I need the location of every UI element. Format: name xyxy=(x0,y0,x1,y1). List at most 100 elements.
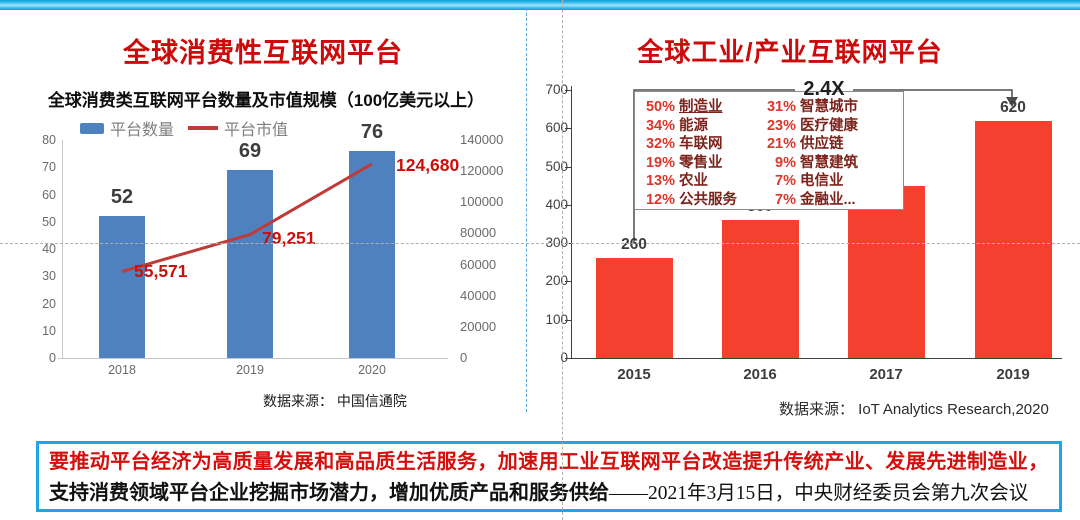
left-chart-y-axis xyxy=(62,140,63,358)
axis-tick xyxy=(565,204,571,206)
line-value-label: 124,680 xyxy=(396,155,460,175)
bar-value-label: 620 xyxy=(1000,98,1026,116)
secondary-axis-tick-label: 140000 xyxy=(460,132,504,147)
industry-share-row: 7% 电信业 xyxy=(763,172,903,191)
x-axis-label: 2019 xyxy=(996,366,1030,383)
industry-column-2: 31% 智慧城市 23% 医疗健康 21% 供应链 9% 智慧建筑 7% 电信业 7% 金融业... xyxy=(763,98,903,209)
industry-share-row: 19% 零售业 xyxy=(635,154,763,173)
industry-column-1: 50% 制造业 34% 能源 32% 车联网 19% 零售业 13% 农业 12% 公共服务 xyxy=(635,98,763,209)
axis-tick xyxy=(565,319,571,321)
industry-label: 零售业 xyxy=(679,154,723,171)
bar-value-label: 69 xyxy=(238,139,262,162)
industry-percent: 9% xyxy=(775,154,796,171)
legend-label: 平台数量 xyxy=(110,122,175,139)
legend-item-line: 平台市值 xyxy=(188,116,288,140)
secondary-axis-tick-label: 60000 xyxy=(460,256,497,272)
industry-share-row: 23% 医疗健康 xyxy=(763,117,903,136)
industry-percent: 23% xyxy=(766,117,796,134)
industry-percent: 31% xyxy=(766,99,796,115)
bar-swatch-icon xyxy=(80,122,104,134)
right-chart-title: 全球工业/产业互联网平台 xyxy=(637,37,943,67)
industry-label: 金融业... xyxy=(800,191,856,208)
y-axis-tick-label: 30 xyxy=(42,269,56,284)
industry-label: 智慧城市 xyxy=(800,99,858,115)
industry-percent: 34% xyxy=(645,117,675,134)
horizontal-guide-line xyxy=(0,243,1080,244)
bar-value-label: 52 xyxy=(110,186,134,209)
industry-share-row: 7% 金融业... xyxy=(763,191,903,210)
industry-percent: 7% xyxy=(775,173,796,189)
y-axis-tick-label: 700 xyxy=(545,82,568,97)
legend: 平台数量 平台市值 xyxy=(80,116,288,140)
y-axis-tick-label: 400 xyxy=(545,196,568,212)
x-axis-label: 2020 xyxy=(358,363,386,377)
industry-percent: 19% xyxy=(645,154,675,171)
industry-share-row: 21% 供应链 xyxy=(763,135,903,154)
industry-label: 医疗健康 xyxy=(800,117,858,134)
industry-percent: 21% xyxy=(766,136,796,152)
y-axis-tick-label: 40 xyxy=(42,242,56,256)
y-axis-tick-label: 70 xyxy=(42,160,56,175)
industry-percent: 12% xyxy=(645,191,675,208)
x-axis-label: 2018 xyxy=(108,363,136,377)
quote-line-2: 支持消费领域平台企业挖掘市场潜力，增加优质产品和服务供给——2021年3月15日… xyxy=(49,478,1049,509)
quote-line-2-bold: 支持消费领域平台企业挖掘市场潜力，增加优质产品和服务供给 xyxy=(49,482,609,504)
industry-label: 公共服务 xyxy=(679,191,737,208)
industry-percent: 7% xyxy=(775,191,796,208)
y-axis-tick-label: 100 xyxy=(545,311,568,327)
y-axis-tick-label: 50 xyxy=(42,214,56,229)
left-chart-title: 全球消费性互联网平台 xyxy=(123,38,403,68)
industry-percent: 32% xyxy=(645,136,675,152)
industry-percent: 13% xyxy=(645,173,675,189)
platform-count-bar xyxy=(349,150,395,358)
axis-tick xyxy=(565,128,571,130)
quote-line-2-attribution: ——2021年3月15日，中央财经委员会第九次会议 xyxy=(609,483,1029,504)
industrial-platform-bar xyxy=(847,185,925,358)
secondary-axis-tick-label: 0 xyxy=(460,350,468,365)
industry-share-row: 12% 公共服务 xyxy=(635,191,763,210)
axis-tick xyxy=(565,90,571,91)
industry-label: 农业 xyxy=(679,173,708,189)
industrial-platform-bar xyxy=(721,220,799,358)
y-axis-tick-label: 20 xyxy=(42,296,56,311)
y-axis-tick-label: 10 xyxy=(42,323,56,338)
industry-label: 电信业 xyxy=(800,173,844,189)
industry-percent: 50% xyxy=(645,99,675,115)
top-accent-bar xyxy=(0,0,1080,10)
secondary-axis-tick-label: 20000 xyxy=(460,318,497,334)
y-axis-tick-label: 60 xyxy=(42,187,56,202)
growth-multiple-annotation: 2.4X xyxy=(803,78,845,100)
secondary-axis-tick-label: 120000 xyxy=(460,163,504,179)
industry-share-box: 50% 制造业 34% 能源 32% 车联网 19% 零售业 13% 农业 12% 公共服务 31% 智… xyxy=(634,91,904,210)
left-chart-source: 数据来源： 中国信通院 xyxy=(263,393,407,409)
bar-value-label: 76 xyxy=(360,120,384,143)
industry-share-row: 13% 农业 xyxy=(635,172,763,191)
industry-share-row: 50% 制造业 xyxy=(635,98,763,117)
y-axis-tick-label: 600 xyxy=(545,120,568,136)
y-axis-tick-label: 200 xyxy=(545,273,568,289)
secondary-axis-tick-label: 80000 xyxy=(460,225,497,241)
industrial-platform-bar xyxy=(595,258,673,358)
platform-count-bar xyxy=(227,169,273,358)
industry-share-row: 9% 智慧建筑 xyxy=(763,154,903,173)
x-axis-label: 2015 xyxy=(617,366,651,383)
industry-label: 供应链 xyxy=(800,136,844,152)
axis-tick xyxy=(565,281,571,283)
left-chart-subtitle: 全球消费类互联网平台数量及市值规模（100亿美元以上） xyxy=(47,91,485,110)
secondary-axis-tick-label: 100000 xyxy=(460,194,504,210)
y-axis-tick-label: 80 xyxy=(42,133,56,147)
industry-label: 能源 xyxy=(679,117,708,134)
bar-value-label: 260 xyxy=(621,236,647,254)
x-axis-label: 2017 xyxy=(869,366,903,383)
x-axis-label: 2016 xyxy=(743,366,777,383)
line-value-label: 55,571 xyxy=(134,261,188,281)
policy-quote-box: 要推动平台经济为高质量发展和高品质生活服务，加速用工业互联网平台改造提升传统产业… xyxy=(36,441,1062,512)
y-axis-tick-label: 500 xyxy=(545,158,568,174)
line-swatch-icon xyxy=(188,126,219,130)
industrial-platform-bar xyxy=(974,120,1052,358)
y-axis-tick-label: 0 xyxy=(560,350,568,365)
industry-share-row: 34% 能源 xyxy=(635,117,763,136)
right-chart-y-axis xyxy=(571,86,572,358)
right-chart-source: 数据来源： IoT Analytics Research,2020 xyxy=(779,401,1049,418)
